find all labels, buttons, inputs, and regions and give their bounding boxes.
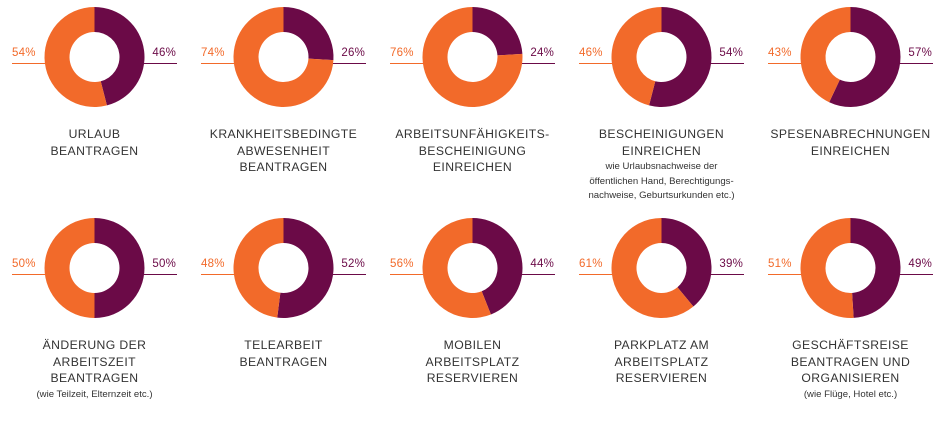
item-title: SPESENABRECHNUNGEN EINREICHEN xyxy=(770,127,931,158)
item-title: ARBEITSUNFÄHIGKEITS- BESCHEINIGUNG EINRE… xyxy=(395,127,550,174)
donut-chart xyxy=(201,218,366,318)
percent-label-left: 48% xyxy=(201,258,225,270)
donut-chart xyxy=(201,7,366,108)
donut-segment-orange xyxy=(422,218,491,318)
donut-chart xyxy=(579,7,744,107)
donut-chart xyxy=(12,218,177,318)
item-subtitle: (wie Flüge, Hotel etc.) xyxy=(803,388,898,400)
donut-chart xyxy=(768,7,933,108)
donut-segment-purple xyxy=(661,218,712,307)
donut-segment-orange xyxy=(233,218,284,318)
donut-item: 46% 54% BESCHEINIGUNGEN EINREICHEN wie Urla… xyxy=(567,0,756,210)
donut-segment-purple xyxy=(94,7,145,106)
donut-segment-purple xyxy=(649,7,712,107)
percent-label-right: 24% xyxy=(530,47,554,59)
donut-segment-purple xyxy=(829,7,901,108)
donut-segment-purple xyxy=(850,218,901,318)
percent-label-left: 61% xyxy=(579,258,603,270)
percent-label-right: 44% xyxy=(530,258,554,270)
donut-segment-orange xyxy=(44,7,107,107)
item-title: PARKPLATZ AM ARBEITSPLATZ RESERVIEREN xyxy=(613,338,710,385)
donut-chart xyxy=(390,7,555,107)
donut-chart xyxy=(579,218,744,318)
percent-label-left: 54% xyxy=(12,47,36,59)
percent-label-right: 54% xyxy=(719,47,743,59)
donut-item: 76% 24% ARBEITSUNFÄHIGKEITS- BESCHEINIGUNG… xyxy=(378,0,567,210)
donut-item: 43% 57% SPESENABRECHNUNGEN EINREICHEN xyxy=(756,0,945,210)
donut-segment-orange xyxy=(422,7,523,107)
percent-label-right: 57% xyxy=(908,47,932,59)
donut-chart xyxy=(12,7,177,107)
percent-label-left: 43% xyxy=(768,47,792,59)
donut-segment-orange xyxy=(233,7,334,108)
item-title: ÄNDERUNG DER ARBEITSZEIT BEANTRAGEN xyxy=(42,338,147,385)
percent-label-left: 50% xyxy=(12,258,36,270)
donut-segment-purple xyxy=(472,218,523,315)
donut-item: 50% 50% ÄNDERUNG DER ARBEITSZEIT BEANTRAGE… xyxy=(0,211,189,421)
donut-item: 48% 52% TELEARBEIT BEANTRAGEN xyxy=(189,211,378,421)
item-title: URLAUB BEANTRAGEN xyxy=(50,127,139,158)
donut-chart xyxy=(390,218,555,318)
donut-segment-purple xyxy=(94,218,145,318)
percent-label-left: 51% xyxy=(768,258,792,270)
percent-label-left: 56% xyxy=(390,258,414,270)
percent-label-right: 49% xyxy=(908,258,932,270)
donut-segment-orange xyxy=(44,218,95,318)
donut-item: 54% 46% URLAUB BEANTRAGEN xyxy=(0,0,189,210)
donut-segment-orange xyxy=(611,218,694,318)
percent-label-right: 39% xyxy=(719,258,743,270)
percent-label-right: 26% xyxy=(341,47,365,59)
percent-label-right: 52% xyxy=(341,258,365,270)
item-title: KRANKHEITSBEDINGTE ABWESENHEIT BEANTRAGE… xyxy=(209,127,358,174)
donut-item: 61% 39% PARKPLATZ AM ARBEITSPLATZ RESERVIE… xyxy=(567,211,756,421)
donut-segment-purple xyxy=(277,218,334,318)
donut-chart xyxy=(768,218,933,318)
percent-label-left: 46% xyxy=(579,47,603,59)
percent-label-right: 46% xyxy=(152,47,176,59)
item-title: TELEARBEIT BEANTRAGEN xyxy=(239,338,328,369)
donut-segment-orange xyxy=(611,7,662,106)
donut-segment-purple xyxy=(283,7,334,61)
percent-label-left: 74% xyxy=(201,47,225,59)
donut-segment-purple xyxy=(472,7,523,56)
donut-item: 74% 26% KRANKHEITSBEDINGTE ABWESENHEIT BEA… xyxy=(189,0,378,210)
item-title: BESCHEINIGUNGEN EINREICHEN xyxy=(598,127,725,158)
item-title: GESCHÄFTSREISE BEANTRAGEN UND ORGANISIER… xyxy=(790,338,911,385)
percent-label-right: 50% xyxy=(152,258,176,270)
donut-segment-orange xyxy=(800,7,851,103)
item-title: MOBILEN ARBEITSPLATZ RESERVIEREN xyxy=(425,338,520,385)
donut-item: 51% 49% GESCHÄFTSREISE BEANTRAGEN UND ORGA… xyxy=(756,211,945,421)
item-subtitle: (wie Teilzeit, Elternzeit etc.) xyxy=(36,388,153,400)
donut-segment-orange xyxy=(800,218,854,318)
item-subtitle: wie Urlaubsnachweise der öffentlichen Ha… xyxy=(588,161,735,201)
percent-label-left: 76% xyxy=(390,47,414,59)
donut-item: 56% 44% MOBILEN ARBEITSPLATZ RESERVIEREN xyxy=(378,211,567,421)
